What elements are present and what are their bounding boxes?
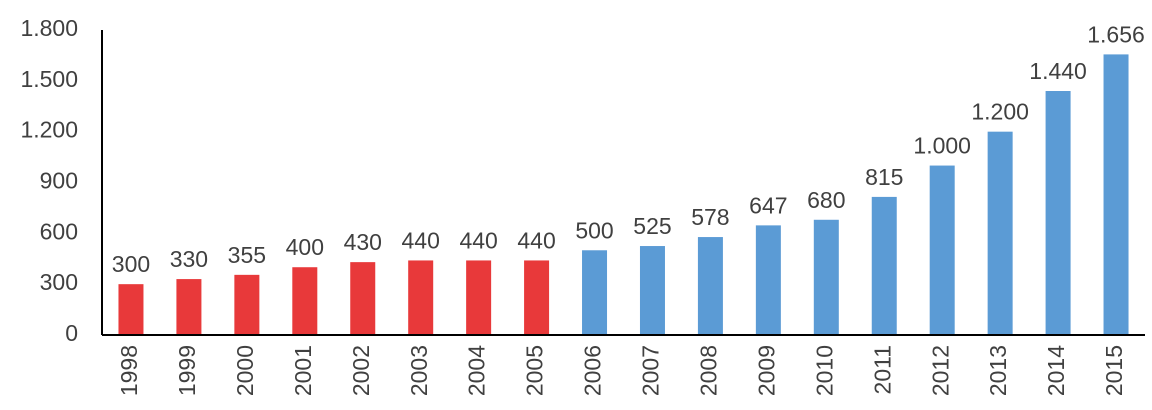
bar-2005 [524,260,550,335]
value-label-2007: 525 [633,213,671,239]
value-label-2014: 1.440 [1029,58,1087,84]
bar-2010 [813,219,839,335]
value-label-2003: 440 [402,227,440,253]
x-tick-label: 2002 [348,345,374,396]
value-label-2013: 1.200 [971,99,1029,125]
y-tick-label: 0 [65,320,78,346]
x-tick-label: 1998 [116,345,142,396]
value-label-2004: 440 [459,227,497,253]
bar-2009 [755,225,781,335]
x-tick-label: 2009 [753,345,779,396]
x-tick-label: 2001 [290,345,316,396]
x-tick-label: 2008 [695,345,721,396]
value-labels: 300 330 355 400 430 440 440 440 500 525 578 647 680 8… [112,21,1145,277]
value-label-2012: 1.000 [913,133,971,159]
value-label-2015: 1.656 [1087,21,1145,47]
value-label-2008: 578 [691,204,729,230]
bar-1999 [176,279,202,335]
bar-2007 [639,246,665,335]
x-tick-label: 2014 [1043,345,1069,396]
bar-2001 [292,267,318,335]
x-axis-ticks: 1998 1999 2000 2001 2002 2003 2004 2005 2006 2007… [116,345,1127,396]
bar-2008 [697,237,723,335]
bar-2006 [582,250,608,335]
y-tick-label: 900 [40,168,78,194]
x-tick-label: 2006 [580,345,606,396]
bar-2013 [987,131,1013,335]
bar-2002 [350,262,376,335]
bar-1998 [118,284,144,335]
value-label-2005: 440 [517,227,555,253]
y-tick-label: 1.800 [20,15,78,41]
x-tick-label: 2003 [406,345,432,396]
bar-2000 [234,274,260,335]
value-label-2001: 400 [286,234,324,260]
x-tick-label: 2011 [869,345,895,394]
x-tick-label: 2013 [985,345,1011,396]
x-tick-label: 2005 [522,345,548,396]
value-label-2011: 815 [865,164,903,190]
bar-2012 [929,165,955,335]
y-tick-label: 1.500 [20,66,78,92]
x-tick-label: 1999 [174,345,200,396]
y-axis-ticks: 0 300 600 900 1.200 1.500 1.800 [20,15,78,346]
x-tick-label: 2000 [232,345,258,396]
x-tick-label: 2012 [927,345,953,396]
value-label-1999: 330 [170,246,208,272]
axes [101,30,1145,336]
x-tick-label: 2015 [1101,345,1127,396]
y-tick-label: 600 [40,218,78,244]
y-tick-label: 1.200 [20,117,78,143]
x-tick-label: 2007 [638,345,664,396]
bars [118,54,1129,336]
value-label-2010: 680 [807,187,845,213]
value-label-1998: 300 [112,251,150,277]
bar-2011 [871,196,897,335]
value-label-2009: 647 [749,192,787,218]
bar-2015 [1103,54,1129,336]
bar-2003 [408,260,434,335]
value-label-2000: 355 [228,242,266,268]
x-tick-label: 2004 [464,345,490,396]
bar-2014 [1045,91,1071,335]
bar-2004 [466,260,492,335]
value-label-2002: 430 [344,229,382,255]
y-tick-label: 300 [40,269,78,295]
x-tick-label: 2010 [811,345,837,396]
value-label-2006: 500 [575,217,613,243]
